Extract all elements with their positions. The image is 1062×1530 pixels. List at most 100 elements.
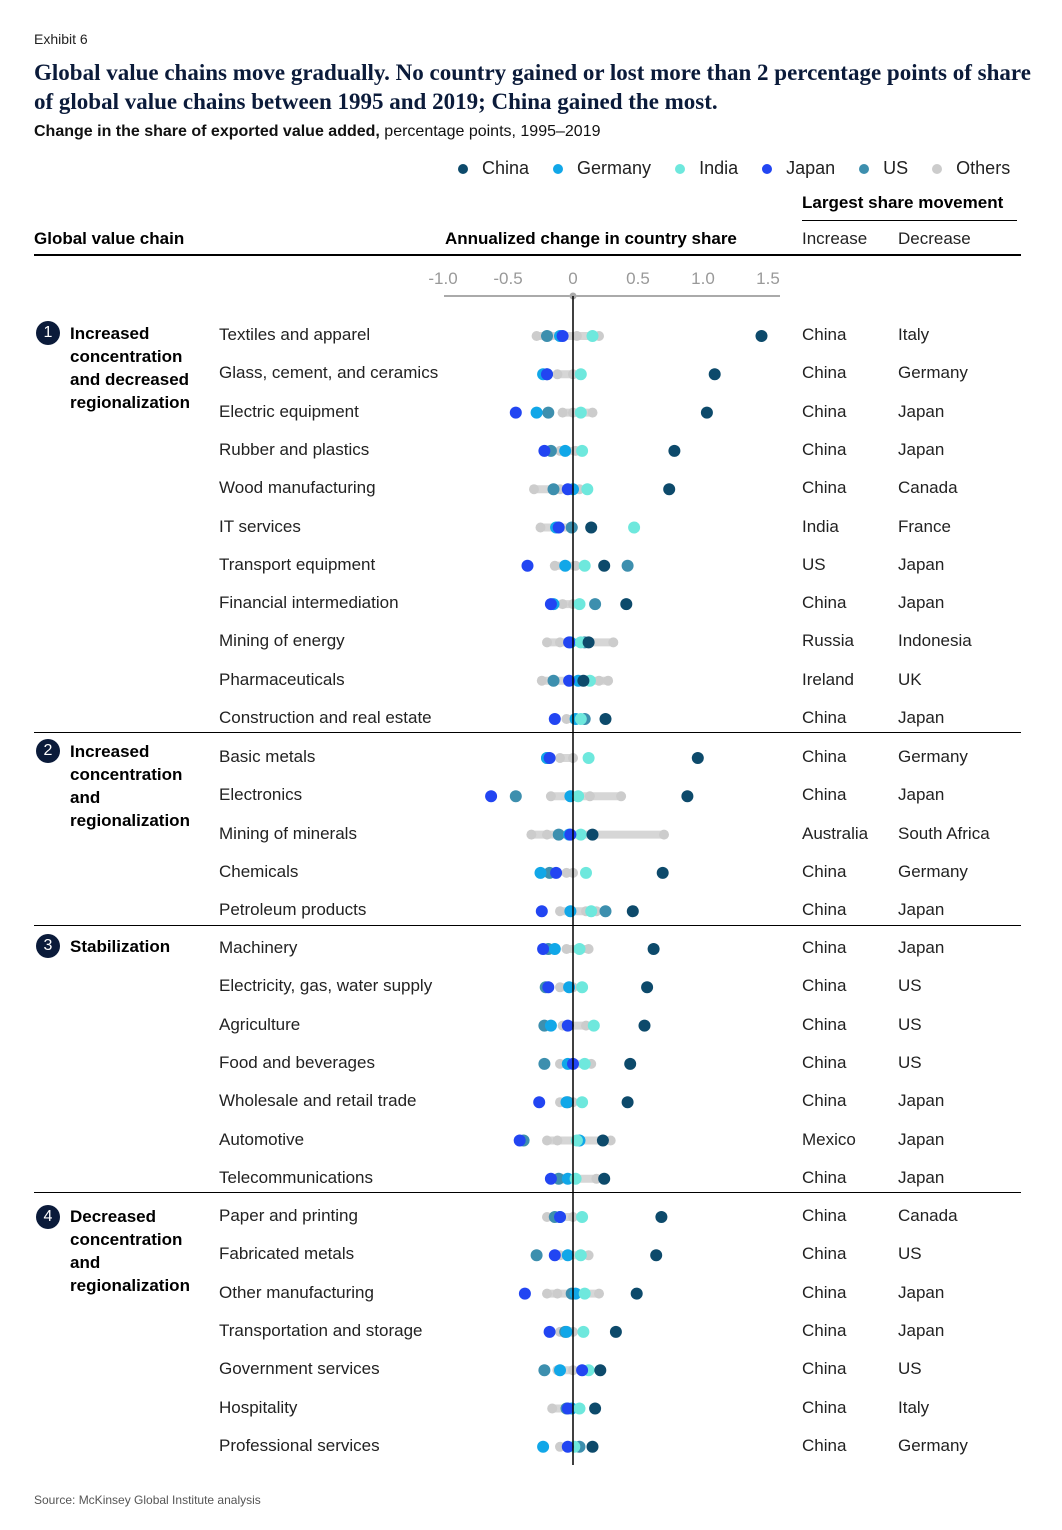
point-china <box>641 981 654 994</box>
header-decrease: Decrease <box>898 229 971 248</box>
point-india <box>574 406 587 419</box>
legend-label-china: China <box>482 158 530 178</box>
row-label: Fabricated metals <box>219 1244 355 1264</box>
row-decrease-country: Japan <box>898 401 945 421</box>
row-increase-country: China <box>802 325 847 344</box>
x-tick-label: 1.0 <box>691 269 715 288</box>
point-china <box>621 1096 634 1109</box>
row-decrease-country: Indonesia <box>898 631 972 651</box>
legend-swatch-us <box>859 163 870 174</box>
row-increase-country: China <box>802 1359 847 1379</box>
row-label: Financial intermediation <box>219 593 399 613</box>
point-us <box>547 483 560 496</box>
x-tick-label: 0 <box>568 269 578 288</box>
row-label: Wholesale and retail trade <box>219 1091 417 1111</box>
legend-label-india: India <box>699 158 739 178</box>
header-annualized: Annualized change in country share <box>445 229 737 248</box>
point-china <box>582 636 595 649</box>
point-china <box>599 713 612 725</box>
point-china <box>656 866 669 879</box>
row-increase-country: China <box>802 938 847 957</box>
group-divider-4 <box>34 1192 1021 1193</box>
row-label: Hospitality <box>219 1397 298 1417</box>
point-others <box>552 1135 563 1146</box>
point-japan <box>518 1287 531 1300</box>
group-4-title: Decreased concentration and regionalizat… <box>70 1207 190 1295</box>
point-us <box>509 790 522 803</box>
point-japan <box>561 1019 574 1032</box>
point-others <box>529 484 539 495</box>
row-label: Wood manufacturing <box>219 478 376 498</box>
point-india <box>573 943 586 955</box>
point-japan <box>563 674 576 687</box>
point-china <box>589 1402 602 1415</box>
row-label: Food and beverages <box>219 1052 375 1072</box>
point-others <box>552 1288 563 1299</box>
point-others <box>594 675 604 686</box>
legend-item-others: Others <box>926 158 1010 179</box>
point-others <box>594 1288 604 1299</box>
row-label: Mining of minerals <box>219 823 357 843</box>
point-japan <box>544 598 557 611</box>
row-label: Transport equipment <box>219 554 376 574</box>
row-label: Mining of energy <box>219 631 345 651</box>
row-increase-country: China <box>802 1091 847 1111</box>
group-4-badge: 4 <box>36 1205 60 1229</box>
point-japan <box>563 636 576 649</box>
row-increase-country: China <box>802 593 847 613</box>
row-increase-country: China <box>802 401 847 421</box>
row-label: Other manufacturing <box>219 1282 374 1302</box>
row-increase-country: China <box>802 1320 847 1340</box>
legend-item-japan: Japan <box>756 158 835 179</box>
row-label: Pharmaceuticals <box>219 669 345 689</box>
x-tick-label: -0.5 <box>493 269 523 288</box>
point-india <box>585 905 598 918</box>
row-decrease-country: US <box>898 1244 922 1264</box>
legend-swatch-japan <box>762 163 773 174</box>
point-others <box>552 369 563 380</box>
point-india <box>578 1287 591 1300</box>
point-us <box>547 674 560 687</box>
row-label: Construction and real estate <box>219 708 432 727</box>
chart-subtitle: Change in the share of exported value ad… <box>34 123 600 141</box>
point-india <box>574 368 587 381</box>
point-germany <box>559 559 572 572</box>
point-china <box>655 1211 668 1223</box>
point-us <box>589 598 602 611</box>
point-india <box>578 559 591 572</box>
row-increase-country: US <box>802 554 826 574</box>
point-india <box>574 828 587 841</box>
row-label: Glass, cement, and ceramics <box>219 363 439 383</box>
point-india <box>581 483 594 496</box>
point-japan <box>548 1249 561 1262</box>
point-us <box>541 330 553 342</box>
point-china <box>700 406 713 419</box>
legend-label-others: Others <box>956 158 1011 178</box>
point-others <box>587 407 598 418</box>
point-others <box>584 791 595 802</box>
point-others <box>542 637 552 648</box>
point-germany <box>548 943 561 955</box>
row-decrease-country: Japan <box>898 1320 945 1340</box>
point-china <box>586 1440 599 1453</box>
point-germany <box>564 905 577 918</box>
point-japan <box>513 1134 526 1147</box>
row-label: Electronics <box>219 785 303 805</box>
point-japan <box>561 483 574 496</box>
point-india <box>576 981 589 994</box>
row-label: Electricity, gas, water supply <box>219 976 433 996</box>
row-label: Professional services <box>219 1435 380 1455</box>
row-decrease-country: Japan <box>898 1129 945 1149</box>
row-increase-country: Mexico <box>802 1129 856 1149</box>
row-decrease-country: UK <box>898 669 922 689</box>
x-tick-label: -1.0 <box>428 269 458 288</box>
group-3-title: Stabilization <box>70 937 171 956</box>
point-others <box>542 1135 552 1146</box>
row-label: Agriculture <box>219 1014 301 1034</box>
row-label: Transportation and storage <box>219 1320 423 1340</box>
row-increase-country: China <box>802 1052 847 1072</box>
row-label: Automotive <box>219 1129 305 1149</box>
point-india <box>577 1325 590 1338</box>
point-china <box>668 444 681 457</box>
